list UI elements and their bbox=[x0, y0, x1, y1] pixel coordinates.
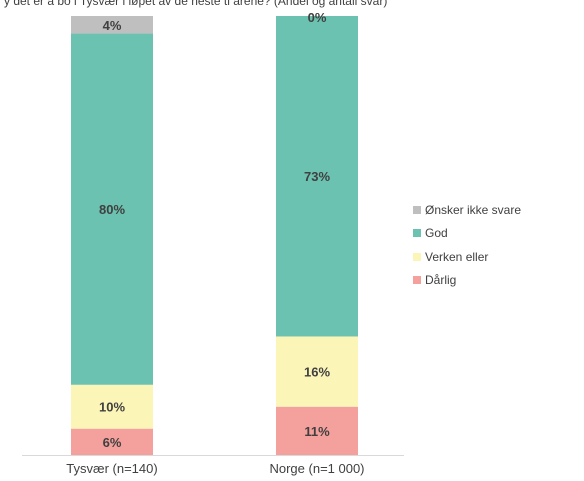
legend-swatch bbox=[413, 276, 421, 285]
legend-swatch bbox=[413, 229, 421, 238]
bar-segment bbox=[71, 428, 153, 455]
bar-segment bbox=[276, 16, 358, 337]
legend-item-darlig: Dårlig bbox=[413, 269, 521, 293]
legend-label: Ønsker ikke svare bbox=[425, 202, 522, 217]
data-label: 16% bbox=[304, 365, 330, 380]
legend-label: Dårlig bbox=[425, 273, 457, 288]
data-label: 0% bbox=[308, 10, 327, 25]
bar-segment bbox=[276, 336, 358, 407]
category-label: Tysvær (n=140) bbox=[66, 461, 157, 476]
data-label: 4% bbox=[103, 18, 122, 33]
legend-item-god: God bbox=[413, 222, 521, 246]
legend: Ønsker ikke svare God Verken eller Dårli… bbox=[413, 198, 521, 292]
bar-segment bbox=[71, 16, 153, 34]
data-label: 73% bbox=[304, 169, 330, 184]
data-label: 10% bbox=[99, 400, 125, 415]
legend-swatch bbox=[413, 205, 421, 214]
legend-label: Verken eller bbox=[425, 249, 489, 264]
category-label: Norge (n=1 000) bbox=[269, 461, 364, 476]
legend-label: God bbox=[425, 226, 448, 241]
bar-segment bbox=[276, 406, 358, 455]
legend-swatch bbox=[413, 252, 421, 261]
data-label: 11% bbox=[304, 424, 330, 439]
bar-segment bbox=[71, 33, 153, 385]
bar-segment bbox=[71, 384, 153, 429]
data-label: 6% bbox=[103, 435, 122, 450]
legend-item-verken-eller: Verken eller bbox=[413, 245, 521, 269]
chart-title: y det er å bo i Tysvær i løpet av de nes… bbox=[4, 0, 388, 8]
data-label: 80% bbox=[99, 202, 125, 217]
legend-item-onsker-ikke-svare: Ønsker ikke svare bbox=[413, 198, 521, 222]
